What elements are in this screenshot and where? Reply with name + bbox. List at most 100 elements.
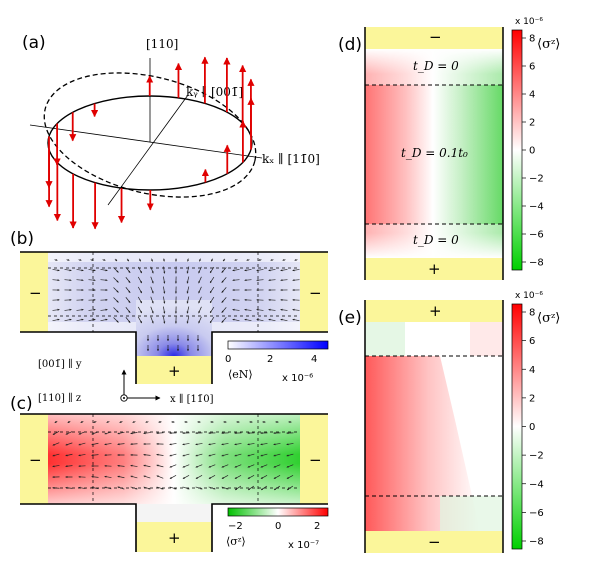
flow-arrow [65,486,73,489]
spin-field-e [365,356,480,531]
panel-label-d: (d) [338,35,362,55]
flow-arrow [268,308,276,311]
panel-c: (c) − − + −2 0 2 ⟨σᶻ⟩ x 10⁻⁷ [10,394,329,552]
flow-arrow [186,266,190,274]
lead-bottom-e [365,531,503,553]
flow-arrow [221,443,229,446]
flow-arrow [117,464,125,467]
flow-arrow [100,318,108,322]
flow-arrow [186,276,190,284]
flow-arrow [208,475,216,479]
flow-arrow [163,306,166,314]
flow-arrow [286,485,294,491]
flow-arrow [106,420,110,423]
flow-arrow [187,258,190,262]
flow-arrow [117,443,125,446]
flow-arrow [234,464,242,468]
flow-arrow [137,306,143,314]
flow-arrow [91,454,99,457]
flow-arrow [221,297,227,303]
flow-arrow [182,443,190,446]
flow-arrow [286,464,294,468]
flow-arrow [292,308,300,311]
flow-arrow [143,453,151,456]
spin-arrows [45,56,255,230]
colorbar-b-tick-2: 4 [311,354,317,365]
flow-arrow [91,431,99,435]
flow-arrow [137,286,143,294]
colorbar-d-tick: −8 [529,258,544,269]
flow-arrow [292,279,300,282]
colorbar-d-tick: −2 [529,174,544,185]
flow-arrow [210,258,214,262]
flow-arrow [117,431,125,435]
flow-arrow [156,464,164,468]
flow-arrow [234,485,242,491]
flow-arrow [54,258,58,261]
flow-arrow [268,318,276,322]
colorbar-d-tick: 2 [529,118,535,129]
colorbar-d-tick: 6 [529,62,535,73]
flow-arrow [156,453,164,456]
colorbar-e-ticks: 8 6 4 2 0 −2 −4 −6 −8 [522,308,544,548]
panel-label-c: (c) [10,394,33,414]
flow-arrow [221,317,227,323]
panel-d: (d) − + t_D = 0 t_D = 0.1t₀ t_D = 0 x 10… [338,17,560,280]
flow-arrow [78,454,86,457]
colorbar-e-tick: 6 [529,336,535,347]
flow-arrow [280,269,288,272]
flow-arrow [232,279,240,282]
flow-arrow [232,308,240,311]
colorbar-c-scale: x 10⁻⁷ [288,540,319,551]
flow-arrow [221,267,227,273]
colorbar-c-tick-1: 0 [275,521,281,532]
flow-arrow [221,277,227,283]
flow-arrow [78,486,86,489]
flow-arrow [76,308,84,311]
region-bottom-label: t_D = 0 [413,233,459,247]
flow-arrow [232,318,240,322]
flow-arrow [209,266,215,274]
flow-arrow [119,420,123,423]
colorbar-d-tick: 4 [529,90,535,101]
flow-arrow [102,258,106,261]
flow-arrow [150,276,154,284]
colorbar-d [511,29,523,271]
colorbar-d-ticks: 8 6 4 2 0 −2 −4 −6 −8 [522,34,544,269]
flow-arrow [247,453,255,457]
flow-arrow [137,266,143,274]
colorbar-e-tick: −6 [529,508,544,519]
panel-label-b: (b) [10,229,34,249]
flow-arrow [208,486,216,490]
flow-arrow [145,420,149,423]
lead-left-b [20,252,48,332]
flow-arrow [169,475,177,479]
lead-right-c-sign: − [309,451,322,469]
flow-arrow [169,464,177,468]
colorbar-b-scale: x 10⁻⁶ [282,373,313,384]
flow-arrow [66,258,70,261]
flow-arrow [169,486,177,490]
colorbar-c-label: ⟨σᶻ⟩ [226,535,246,548]
flow-arrow [130,475,138,479]
flow-arrow [273,464,281,468]
lead-bottom-d [365,258,503,280]
lead-bottom-b-sign: + [168,362,181,380]
colorbar-e-tick: −2 [529,451,544,462]
flow-arrow [113,307,119,313]
flow-arrow [52,308,60,311]
axis-110-label: [110] [146,37,178,51]
colorbar-e-tick: 2 [529,393,535,404]
lead-top-d [365,27,503,49]
flow-arrow [158,420,162,423]
flow-arrow [52,279,60,282]
flow-arrow [104,475,112,478]
flow-arrow [198,286,202,294]
flow-arrow [78,442,86,446]
lead-right-c [300,414,328,504]
flow-arrow [195,486,203,490]
flow-arrow [125,267,131,273]
flow-arrow [150,316,154,324]
flow-arrow [182,464,190,468]
panel-label-a: (a) [22,33,46,53]
